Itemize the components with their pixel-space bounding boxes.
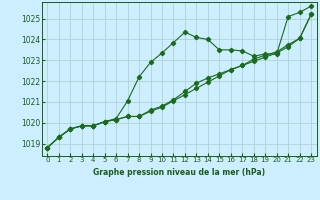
X-axis label: Graphe pression niveau de la mer (hPa): Graphe pression niveau de la mer (hPa)	[93, 168, 265, 177]
